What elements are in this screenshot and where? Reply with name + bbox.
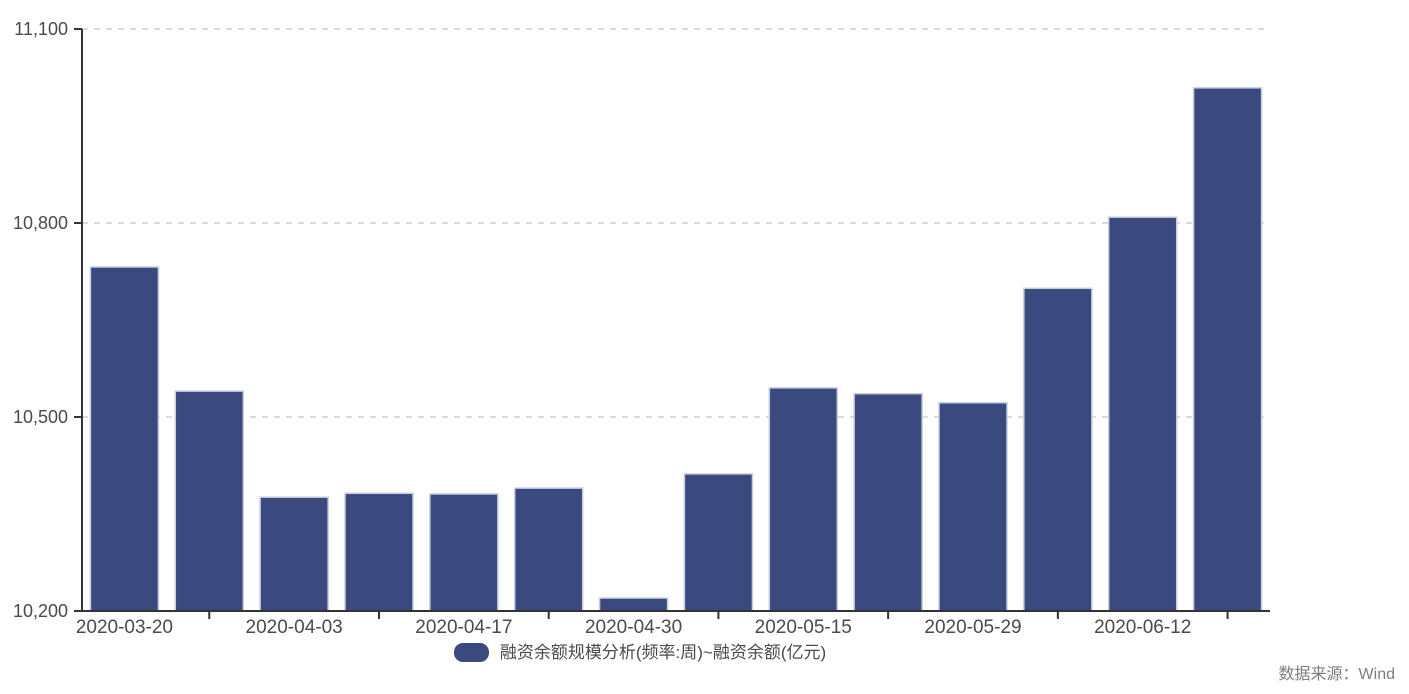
legend-item[interactable]: 融资余额规模分析(频率:周)~融资余额(亿元) (0, 643, 1280, 662)
y-axis-tick-label: 10,500 (13, 407, 68, 427)
bar-12[interactable] (1107, 216, 1178, 612)
bar-3[interactable] (344, 492, 414, 612)
legend-label: 融资余额规模分析(频率:周)~融资余额(亿元) (499, 643, 827, 662)
x-axis-tick-label: 2020-05-15 (755, 617, 852, 638)
y-axis-tick-label: 10,200 (13, 601, 68, 621)
x-axis-tick-label: 2020-04-30 (585, 617, 682, 638)
x-axis-tick-label: 2020-04-03 (246, 617, 343, 638)
bar-5[interactable] (513, 487, 584, 612)
x-axis-tick-label: 2020-05-29 (924, 617, 1021, 638)
bar-10[interactable] (938, 402, 1008, 612)
y-axis-tick-label: 10,800 (13, 213, 68, 233)
bar-1[interactable] (174, 390, 245, 612)
bar-0[interactable] (89, 266, 160, 612)
x-axis-tick-label: 2020-06-12 (1094, 617, 1191, 638)
bar-8[interactable] (768, 387, 839, 612)
x-axis-tick-label: 2020-04-17 (415, 617, 512, 638)
bar-13[interactable] (1192, 87, 1263, 612)
bar-chart-plot: 10,200 10,500 10,800 11,100 2020-03-20 2020-0… (13, 19, 1270, 638)
y-axis-tick-label: 11,100 (14, 19, 68, 39)
bar-2[interactable] (259, 496, 329, 612)
bar-4[interactable] (429, 493, 499, 612)
bar-11[interactable] (1023, 287, 1093, 612)
bar-6[interactable] (598, 597, 669, 612)
bar-7[interactable] (683, 473, 754, 612)
legend-swatch-icon (453, 643, 489, 662)
x-axis-tick-label: 2020-03-20 (76, 617, 173, 638)
bar-9[interactable] (853, 392, 923, 612)
data-source-note: 数据来源：Wind (1278, 666, 1395, 683)
